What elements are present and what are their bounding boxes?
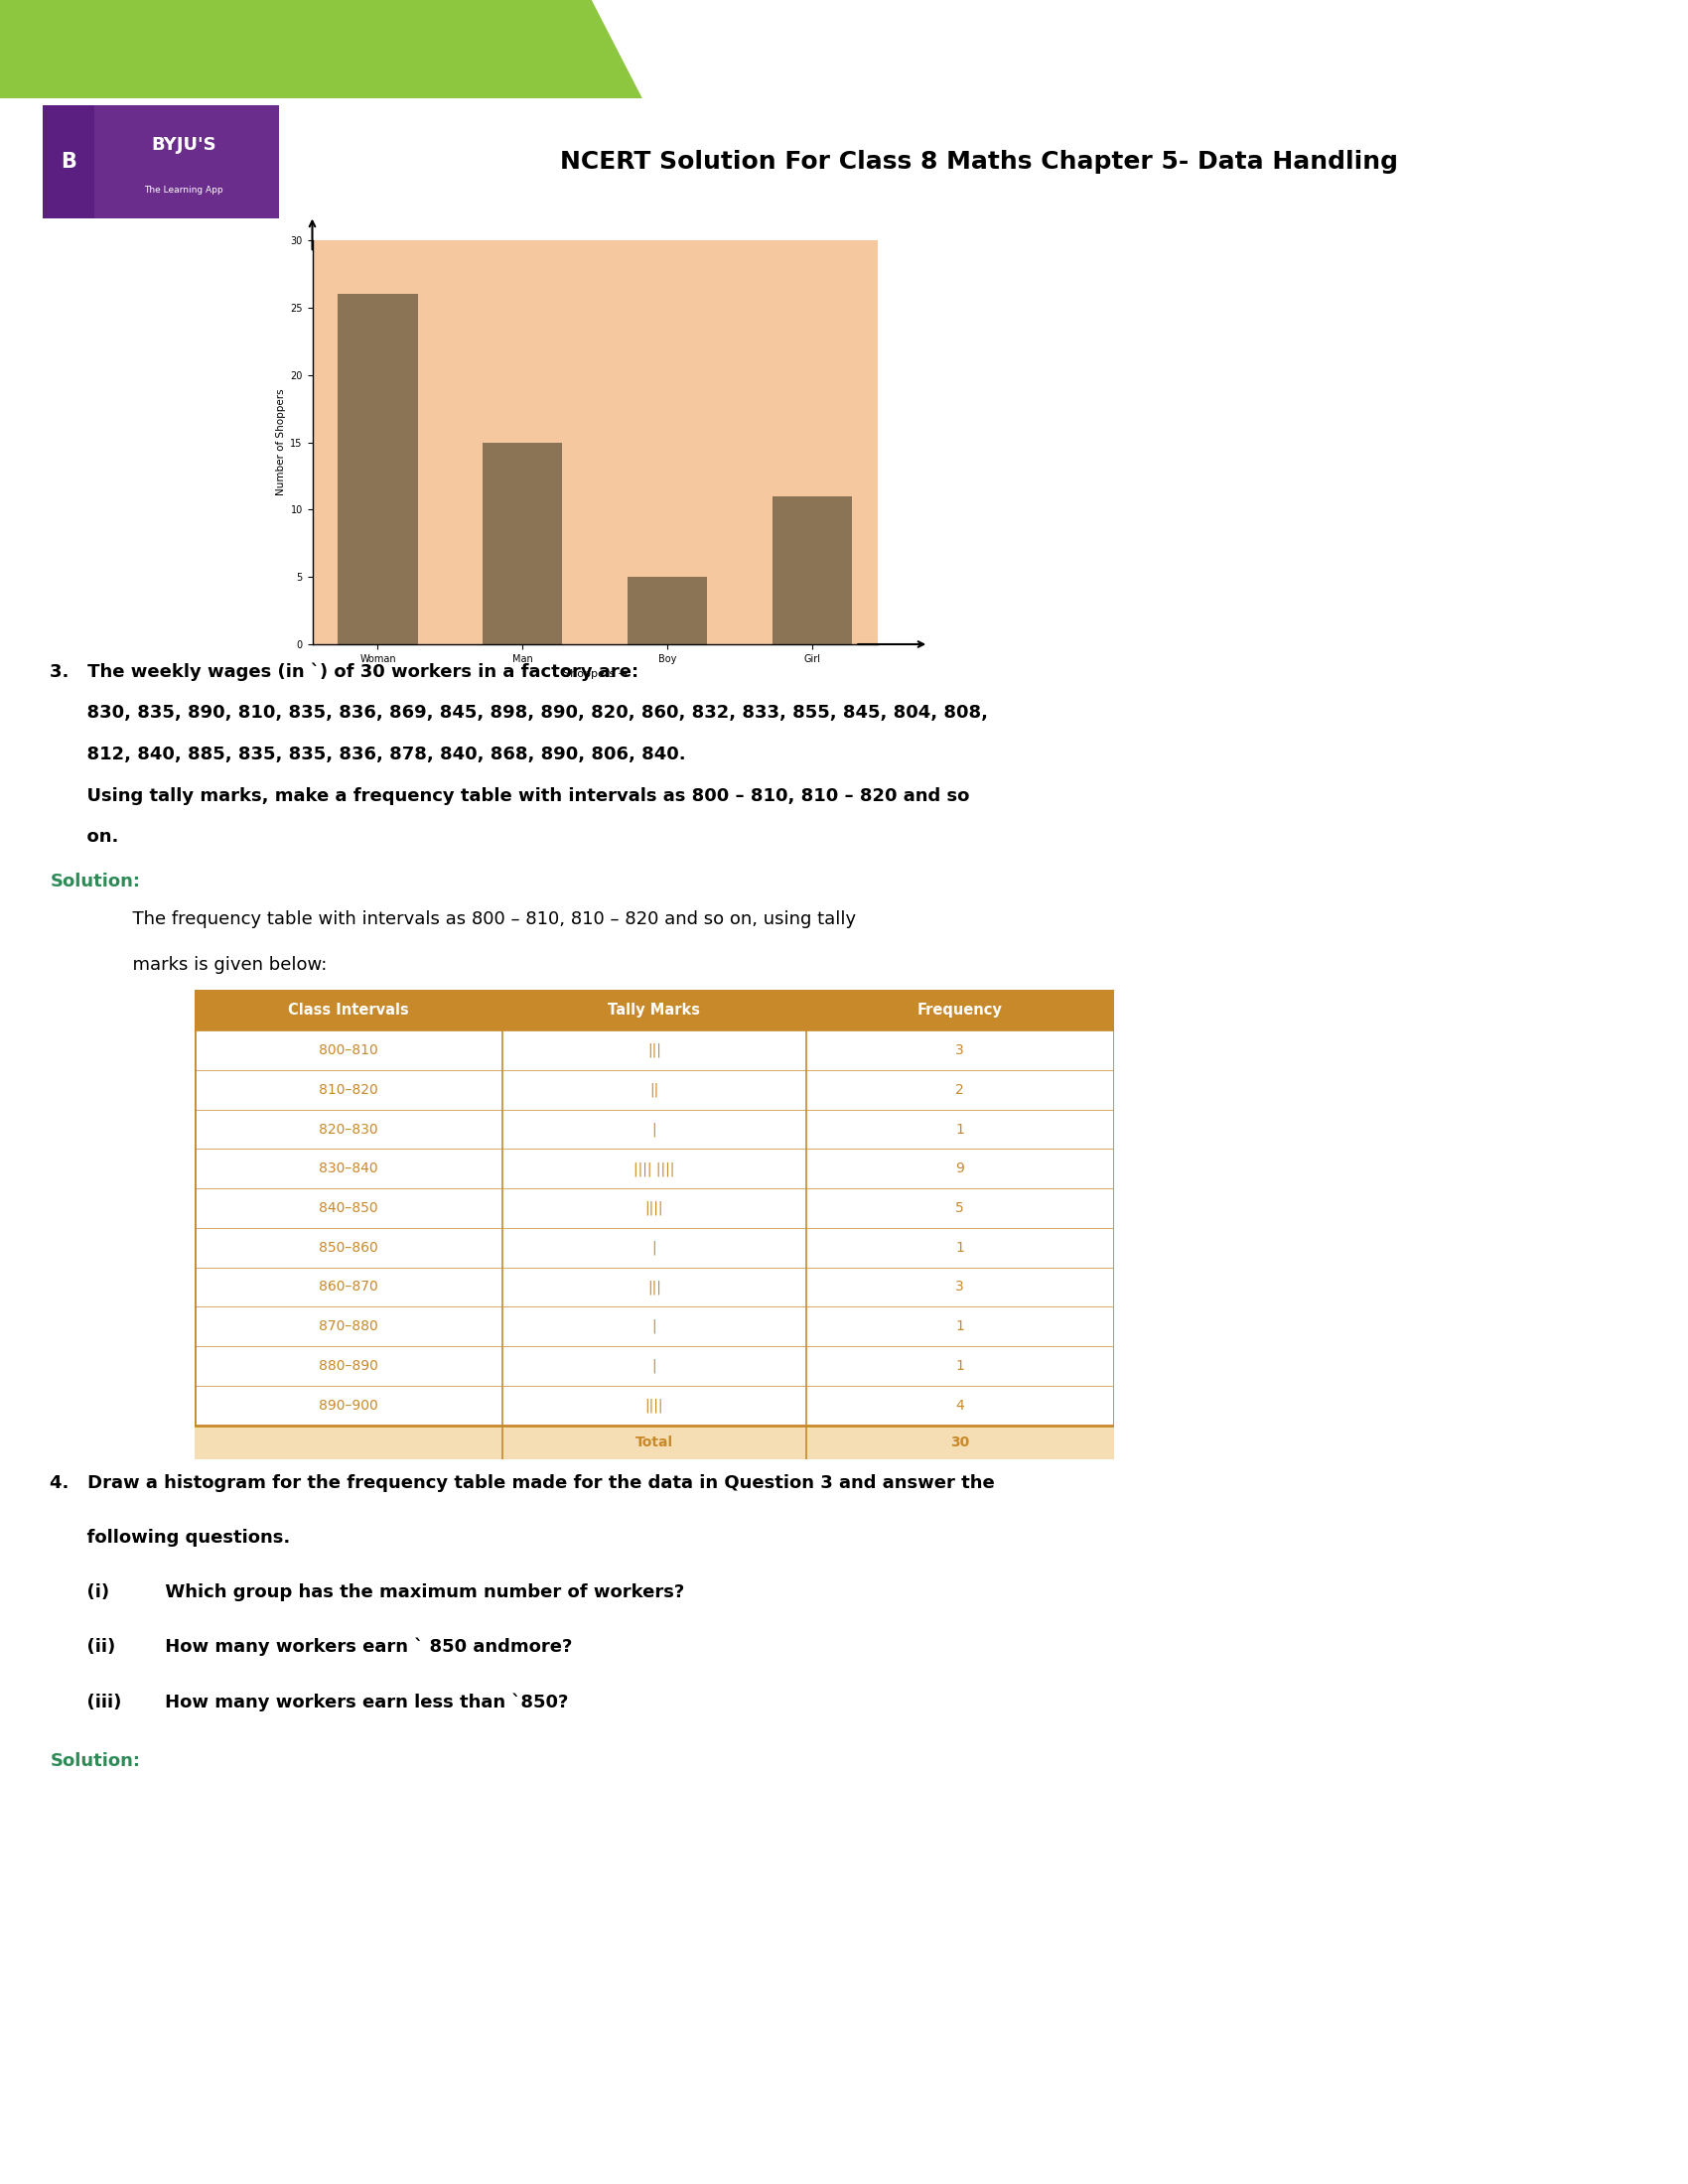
Text: Total: Total <box>635 1435 674 1448</box>
Text: 1: 1 <box>955 1241 964 1254</box>
Text: |: | <box>652 1241 657 1256</box>
Text: Tally Marks: Tally Marks <box>608 1002 701 1018</box>
Y-axis label: Number of Shoppers: Number of Shoppers <box>277 389 285 496</box>
Bar <box>483 441 562 644</box>
Text: (ii)        How many workers earn ` 850 andmore?: (ii) How many workers earn ` 850 andmore… <box>51 1638 572 1655</box>
Text: 800–810: 800–810 <box>319 1044 378 1057</box>
Text: https://byjus.com: https://byjus.com <box>749 2129 939 2147</box>
Text: BYJU'S: BYJU'S <box>152 135 216 153</box>
Text: |||| ||||: |||| |||| <box>633 1162 675 1175</box>
Text: |||: ||| <box>647 1044 662 1057</box>
Text: B: B <box>61 151 76 173</box>
Text: ||||: |||| <box>645 1201 663 1214</box>
Text: 5: 5 <box>955 1201 964 1214</box>
Text: 830–840: 830–840 <box>319 1162 378 1175</box>
Text: 870–880: 870–880 <box>319 1319 378 1334</box>
Text: 1: 1 <box>955 1123 964 1136</box>
Bar <box>194 1426 1114 1459</box>
Text: 860–870: 860–870 <box>319 1280 378 1293</box>
Text: |: | <box>652 1358 657 1374</box>
Text: 4: 4 <box>955 1398 964 1413</box>
Text: 1: 1 <box>955 1319 964 1334</box>
Text: ||||: |||| <box>645 1398 663 1413</box>
Text: 830, 835, 890, 810, 835, 836, 869, 845, 898, 890, 820, 860, 832, 833, 855, 845, : 830, 835, 890, 810, 835, 836, 869, 845, … <box>51 703 987 723</box>
Text: 2: 2 <box>955 1083 964 1096</box>
Text: following questions.: following questions. <box>51 1529 290 1546</box>
Text: (iii)       How many workers earn less than `850?: (iii) How many workers earn less than `8… <box>51 1693 569 1710</box>
Text: Class Intervals: Class Intervals <box>287 1002 408 1018</box>
Text: 3: 3 <box>955 1280 964 1293</box>
Text: 9: 9 <box>955 1162 964 1175</box>
Text: 880–890: 880–890 <box>319 1358 378 1374</box>
Bar <box>42 105 95 218</box>
Text: Frequency: Frequency <box>917 1002 1003 1018</box>
X-axis label: Shoppers →: Shoppers → <box>562 668 628 679</box>
Text: marks is given below:: marks is given below: <box>98 957 327 974</box>
Text: Using tally marks, make a frequency table with intervals as 800 – 810, 810 – 820: Using tally marks, make a frequency tabl… <box>51 786 971 804</box>
Text: Solution:: Solution: <box>51 1752 140 1771</box>
Text: 812, 840, 885, 835, 835, 836, 878, 840, 868, 890, 806, 840.: 812, 840, 885, 835, 835, 836, 878, 840, … <box>51 745 685 764</box>
Text: ||: || <box>650 1083 658 1096</box>
Bar <box>628 577 707 644</box>
Text: 850–860: 850–860 <box>319 1241 378 1254</box>
Text: 4.   Draw a histogram for the frequency table made for the data in Question 3 an: 4. Draw a histogram for the frequency ta… <box>51 1474 994 1492</box>
Polygon shape <box>0 0 641 98</box>
Text: on.: on. <box>51 828 118 845</box>
Text: |||: ||| <box>647 1280 662 1295</box>
Text: NCERT Solution For Class 8 Maths Chapter 5- Data Handling: NCERT Solution For Class 8 Maths Chapter… <box>560 151 1398 173</box>
Text: The frequency table with intervals as 800 – 810, 810 – 820 and so on, using tall: The frequency table with intervals as 80… <box>98 911 856 928</box>
Text: 30: 30 <box>950 1435 969 1448</box>
Text: 3.   The weekly wages (in `) of 30 workers in a factory are:: 3. The weekly wages (in `) of 30 workers… <box>51 664 638 681</box>
Text: The Learning App: The Learning App <box>145 186 223 194</box>
Text: 840–850: 840–850 <box>319 1201 378 1214</box>
Text: Solution:: Solution: <box>51 871 140 891</box>
Text: 3: 3 <box>955 1044 964 1057</box>
Text: 810–820: 810–820 <box>319 1083 378 1096</box>
Bar <box>194 989 1114 1031</box>
Bar <box>338 295 417 644</box>
Text: |: | <box>652 1319 657 1334</box>
Text: 1: 1 <box>955 1358 964 1374</box>
Text: (i)         Which group has the maximum number of workers?: (i) Which group has the maximum number o… <box>51 1583 685 1601</box>
Text: 820–830: 820–830 <box>319 1123 378 1136</box>
Bar <box>773 496 852 644</box>
Text: |: | <box>652 1123 657 1136</box>
Text: 890–900: 890–900 <box>319 1398 378 1413</box>
FancyBboxPatch shape <box>37 103 284 221</box>
